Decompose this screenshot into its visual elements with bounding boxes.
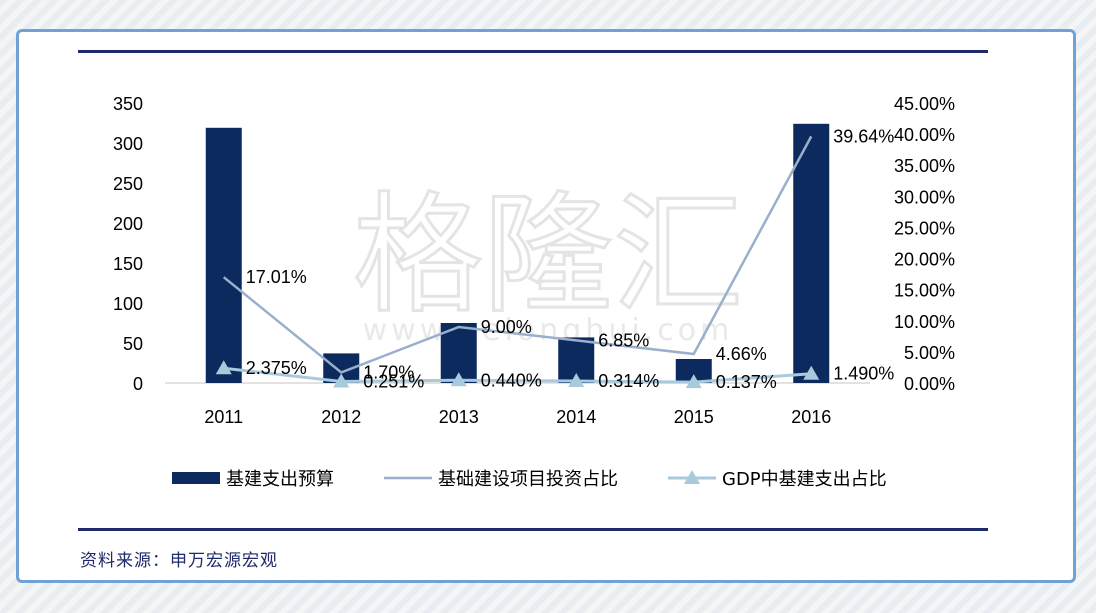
left-tick-label: 350: [113, 94, 143, 114]
right-tick-label: 0.00%: [904, 374, 955, 394]
investment-share-label: 1.70%: [363, 362, 414, 382]
x-tick-label: 2012: [321, 407, 361, 427]
line-series: [215, 135, 820, 389]
investment-share-label: 9.00%: [481, 317, 532, 337]
left-tick-label: 300: [113, 134, 143, 154]
right-tick-label: 20.00%: [894, 250, 955, 270]
gdp-share-marker: [685, 374, 702, 389]
x-axis-labels: 2011 2012 2013 2014 2015 2016: [204, 407, 831, 427]
left-tick-label: 150: [113, 254, 143, 274]
bottom-rule: [78, 528, 988, 531]
right-tick-label: 45.00%: [894, 94, 955, 114]
gdp-share-marker: [568, 373, 585, 388]
legend: 基建支出预算 基础建设项目投资占比 GDP中基建支出占比: [172, 469, 887, 490]
legend-label-bar: 基建支出预算: [226, 469, 334, 490]
x-tick-label: 2011: [204, 407, 243, 427]
x-tick-label: 2016: [791, 407, 831, 427]
right-tick-label: 10.00%: [894, 312, 955, 332]
right-tick-label: 25.00%: [894, 218, 955, 238]
bar: [793, 123, 830, 384]
watermark-logo: 格隆汇: [353, 179, 743, 331]
gdp-share-marker: [450, 372, 467, 387]
right-tick-label: 35.00%: [894, 156, 955, 176]
bar: [205, 127, 242, 383]
investment-share-label: 39.64%: [833, 126, 894, 146]
legend-label-line: 基础建设项目投资占比: [438, 469, 618, 490]
top-rule: [78, 50, 988, 53]
left-tick-label: 50: [123, 334, 143, 354]
left-tick-label: 250: [113, 174, 143, 194]
gdp-share-marker: [803, 365, 820, 380]
legend-swatch-marker: [684, 470, 700, 484]
data-labels: 17.01% 1.70% 9.00% 6.85% 4.66% 39.64% 2.375% 0.…: [246, 126, 895, 392]
investment-share-label: 4.66%: [716, 344, 767, 364]
gdp-share-label: 2.375%: [246, 358, 307, 378]
gdp-share-label: 0.440%: [481, 370, 542, 390]
watermark-url: www.gelonghui.com: [363, 313, 734, 348]
right-tick-label: 15.00%: [894, 281, 955, 301]
legend-label-marker: GDP中基建支出占比: [722, 469, 887, 490]
x-tick-label: 2013: [439, 407, 479, 427]
right-y-axis: 0.00% 5.00% 10.00% 15.00% 20.00% 25.00% 30.00%…: [894, 94, 955, 394]
right-tick-label: 30.00%: [894, 187, 955, 207]
investment-share-label: 17.01%: [246, 267, 307, 287]
gdp-share-line: [223, 366, 812, 384]
x-tick-label: 2015: [674, 407, 714, 427]
left-tick-label: 200: [113, 214, 143, 234]
gdp-share-label: 1.490%: [833, 364, 894, 384]
x-tick-label: 2014: [556, 407, 596, 427]
watermark: 格隆汇 www.gelonghui.com: [351, 178, 744, 349]
gdp-share-label: 0.314%: [598, 371, 659, 391]
left-tick-label: 100: [113, 294, 143, 314]
right-tick-label: 40.00%: [894, 125, 955, 145]
left-y-axis: 0 50 100 150 200 250 300 350: [113, 94, 143, 394]
investment-share-label: 6.85%: [598, 330, 649, 350]
investment-share-line: [222, 135, 813, 374]
source-note: 资料来源：申万宏源宏观: [80, 551, 278, 571]
legend-swatch-bar: [172, 472, 220, 484]
gdp-share-marker: [215, 360, 232, 375]
gdp-share-label: 0.251%: [363, 371, 424, 391]
gdp-share-marker: [333, 373, 350, 388]
gdp-share-label: 0.137%: [716, 372, 777, 392]
left-tick-label: 0: [133, 374, 143, 394]
right-tick-label: 5.00%: [904, 343, 955, 363]
